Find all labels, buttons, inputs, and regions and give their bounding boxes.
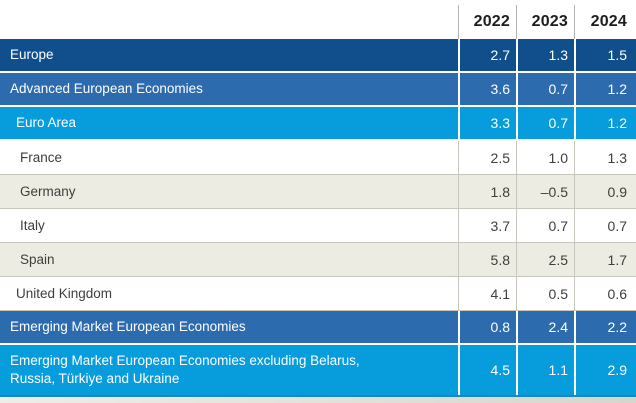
value-cell-2022: 0.8 [458,311,516,343]
value-cell-2023: 0.7 [516,209,574,242]
value-cell-2023: 0.7 [516,107,574,139]
row-label: Italy [20,217,45,233]
table-row: Emerging Market European Economies 0.8 2… [0,311,636,345]
value-cell-2022: 2.5 [458,141,516,174]
value-cell-2024: 1.5 [574,39,636,71]
row-label: Emerging Market European Economies [10,319,246,335]
value-cell-2023: –0.5 [516,175,574,208]
value-cell-2023: 2.5 [516,243,574,276]
header-empty-cell [0,0,458,39]
table-row: Italy 3.7 0.7 0.7 [0,209,636,243]
value-cell-2022: 3.6 [458,73,516,105]
value-cell-2022: 1.8 [458,175,516,208]
row-label: France [20,149,63,165]
value-cell-2024: 1.7 [574,243,636,276]
value-cell-2023: 1.1 [516,345,574,395]
table-row: Advanced European Economies 3.6 0.7 1.2 [0,73,636,107]
table-header-row: 2022 2023 2024 [0,0,636,39]
column-header-2022: 2022 [458,5,516,39]
table-row: France 2.5 1.0 1.3 [0,141,636,175]
value-cell-2023: 1.0 [516,141,574,174]
row-label: Euro Area [16,115,77,131]
value-cell-2024: 2.9 [574,345,636,395]
row-label: Advanced European Economies [10,81,203,97]
value-cell-2024: 1.3 [574,141,636,174]
column-header-2023: 2023 [516,5,574,39]
table-row: United Kingdom 4.1 0.5 0.6 [0,277,636,311]
value-cell-2024: 0.6 [574,277,636,310]
value-cell-2022: 3.3 [458,107,516,139]
value-cell-2024: 0.7 [574,209,636,242]
table-row: Emerging Market European Economies exclu… [0,345,636,397]
table-row: Europe 2.7 1.3 1.5 [0,39,636,73]
row-label: United Kingdom [16,285,113,301]
column-header-2024: 2024 [574,5,636,39]
table-row: Euro Area 3.3 0.7 1.2 [0,107,636,141]
table-body: Europe 2.7 1.3 1.5 Advanced European Eco… [0,39,636,397]
table-row: Spain 5.8 2.5 1.7 [0,243,636,277]
row-label: Emerging Market European Economies exclu… [10,353,360,386]
row-label: Europe [10,47,54,63]
value-cell-2022: 4.1 [458,277,516,310]
value-cell-2023: 2.4 [516,311,574,343]
row-label: Spain [20,251,55,267]
table-bottom-shadow [0,397,636,403]
value-cell-2023: 1.3 [516,39,574,71]
value-cell-2022: 2.7 [458,39,516,71]
value-cell-2022: 5.8 [458,243,516,276]
value-cell-2022: 4.5 [458,345,516,395]
row-label: Germany [20,183,76,199]
value-cell-2024: 2.2 [574,311,636,343]
value-cell-2024: 1.2 [574,107,636,139]
value-cell-2023: 0.7 [516,73,574,105]
value-cell-2022: 3.7 [458,209,516,242]
table-row: Germany 1.8 –0.5 0.9 [0,175,636,209]
value-cell-2024: 1.2 [574,73,636,105]
value-cell-2023: 0.5 [516,277,574,310]
value-cell-2024: 0.9 [574,175,636,208]
